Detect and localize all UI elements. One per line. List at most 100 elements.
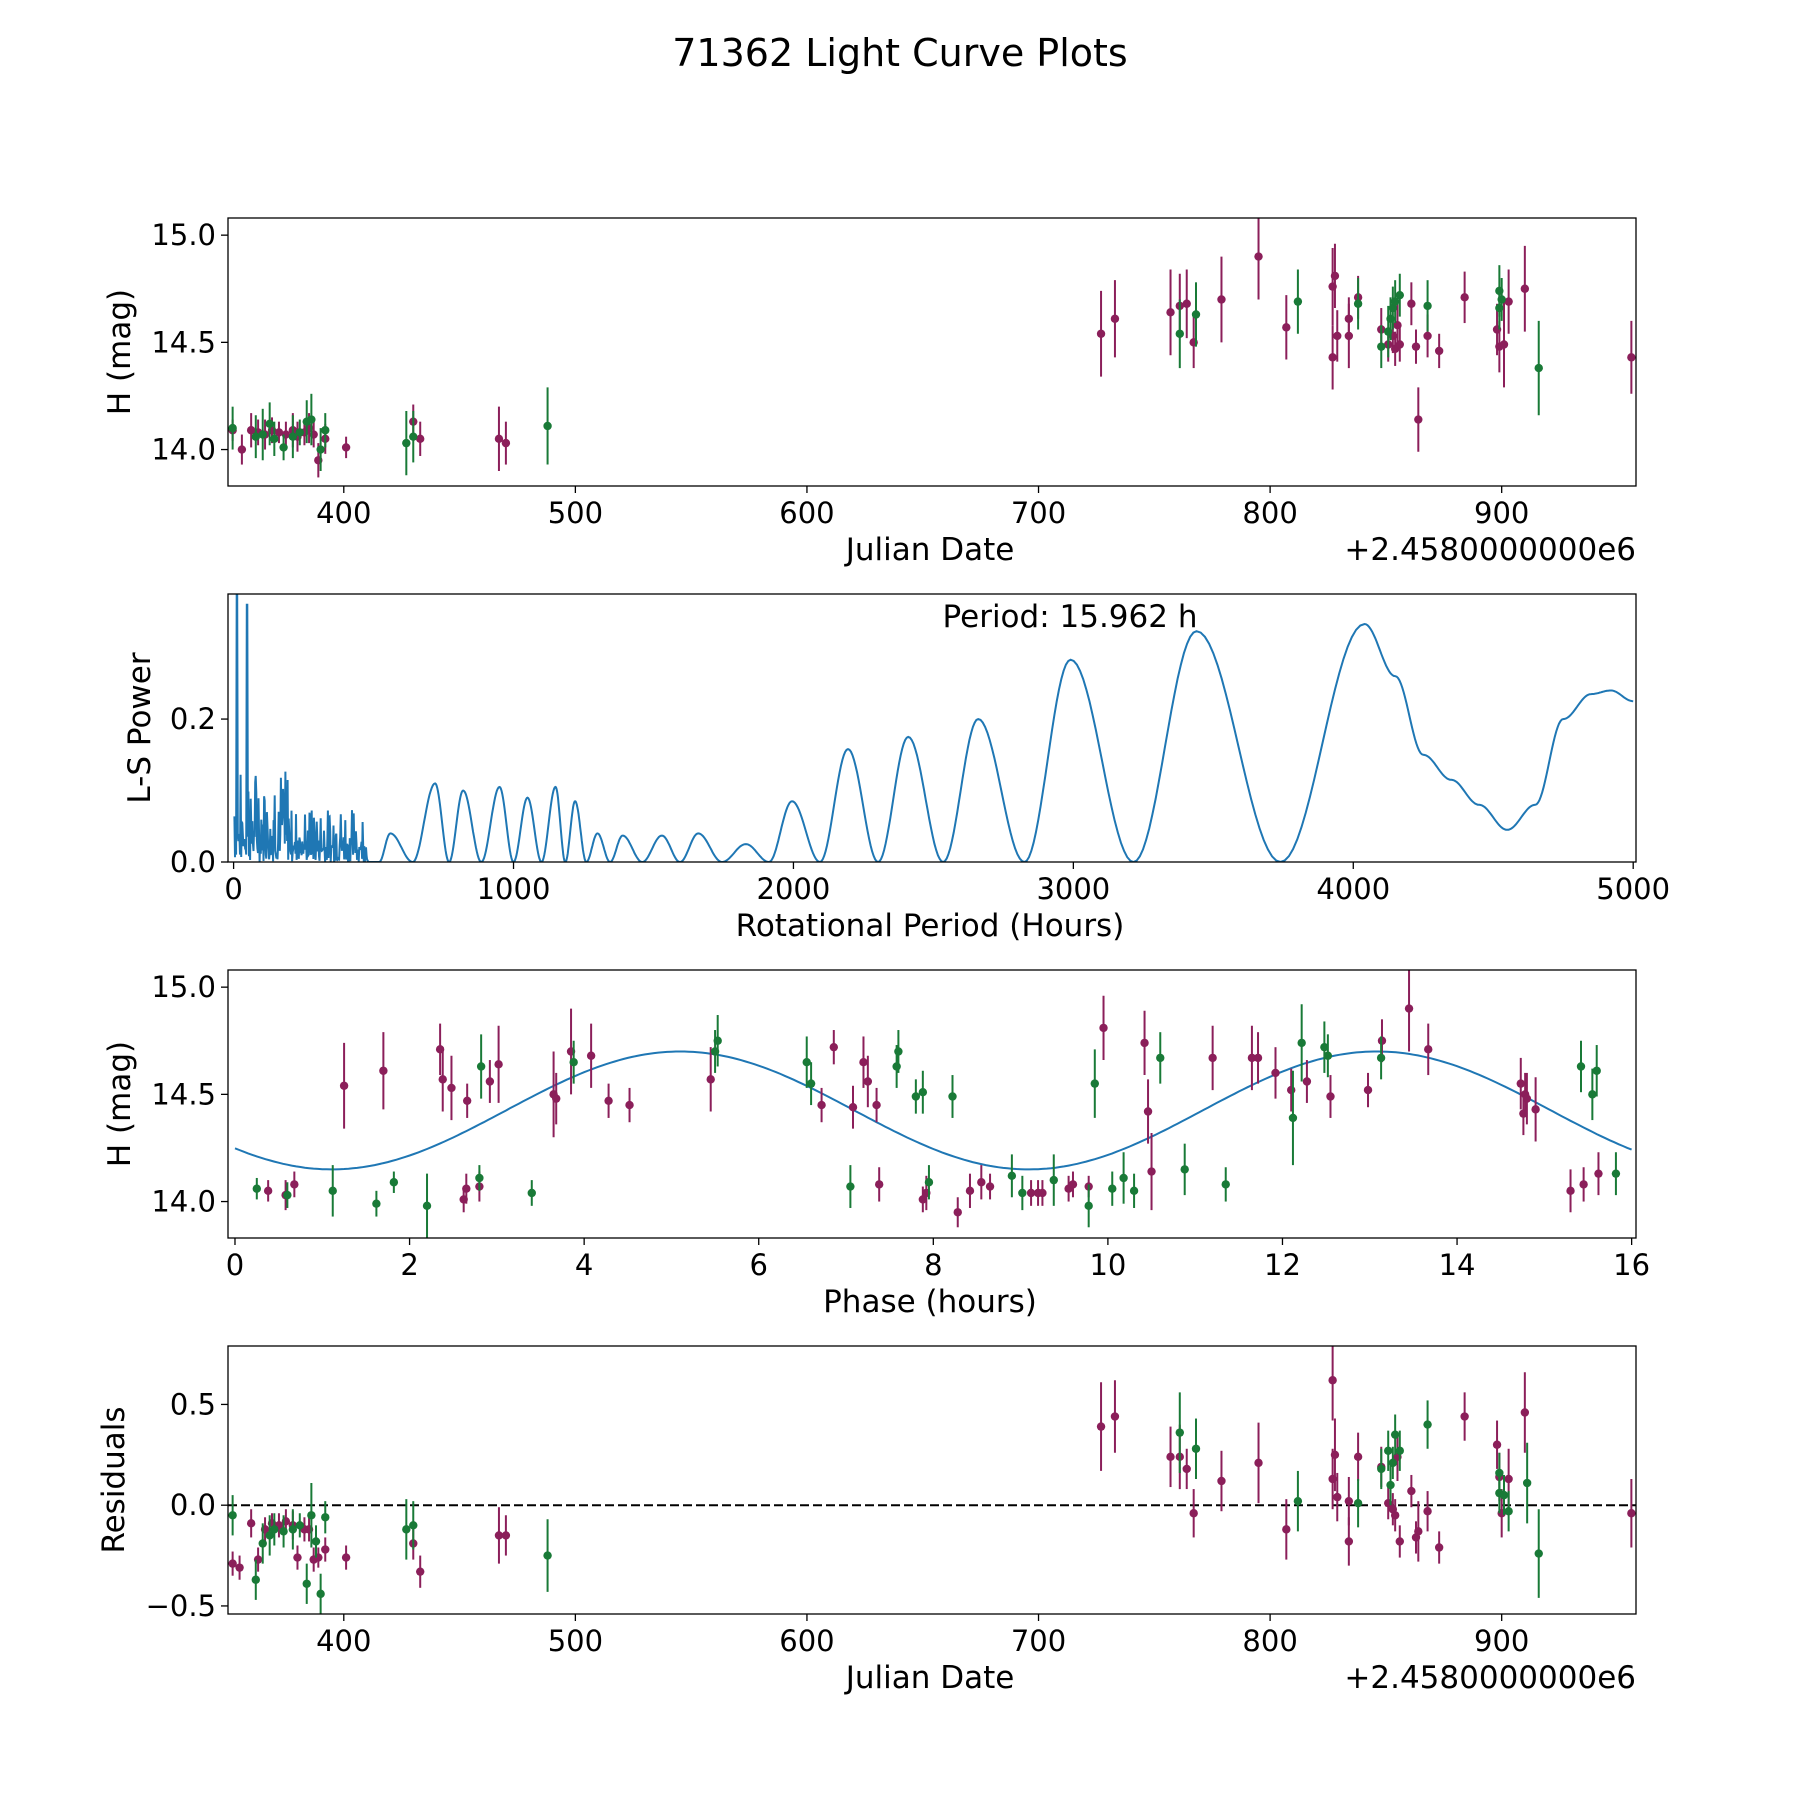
lc-data-point (279, 443, 288, 452)
resid-x-axis-label: Julian Date (844, 1660, 1015, 1696)
resid-data-point (311, 1537, 321, 1546)
lc-data-point (270, 434, 279, 444)
phase-data-point (985, 1182, 995, 1191)
phase-data-point (1588, 1090, 1597, 1099)
resid-data-point (1282, 1525, 1291, 1534)
phase-data-point (948, 1092, 957, 1101)
lc-data-point (1175, 329, 1184, 338)
phase-data-point (1522, 1094, 1532, 1103)
phase-data-point (1326, 1092, 1335, 1101)
phase-data-point (1576, 1062, 1586, 1071)
lc-data-point (1293, 297, 1303, 306)
resid-data-point (1423, 1507, 1432, 1516)
phase-x-axis-label: Phase (hours) (823, 1284, 1037, 1320)
resid-data-point (1330, 1450, 1340, 1460)
resid-data-point (1414, 1527, 1423, 1536)
lc-data-point (1434, 346, 1444, 356)
phase-data-point (1068, 1180, 1078, 1189)
lc-data-point (1395, 290, 1404, 300)
phase-data-point (389, 1178, 399, 1187)
lc-series-green (228, 265, 1543, 476)
phase-data-point (846, 1182, 855, 1191)
resid-data-point (1434, 1543, 1444, 1552)
resid-data-point (1328, 1376, 1337, 1385)
phase-data-point (1038, 1188, 1047, 1198)
phase-data-point (1156, 1053, 1165, 1063)
lc-data-point (1191, 310, 1201, 319)
lc-data-point (494, 434, 504, 444)
lc-data-point (258, 430, 267, 439)
phase-data-point (485, 1077, 495, 1086)
lc-data-point (1414, 415, 1423, 424)
phase-y-tick-label: 14.0 (151, 1185, 216, 1219)
resid-data-point (246, 1519, 256, 1528)
phase-data-point (911, 1092, 921, 1101)
lc-data-point (1520, 284, 1530, 293)
phase-data-point (1323, 1051, 1333, 1060)
resid-data-point (494, 1531, 504, 1540)
lc-data-point (1423, 331, 1432, 341)
phase-data-point (918, 1088, 928, 1097)
phase-data-point (527, 1188, 536, 1198)
resid-data-point (1495, 1468, 1504, 1478)
resid-panel: 400 500 600 700 800 900 −0.5 0.0 0.5 Julian Date R… (96, 1345, 1637, 1696)
resid-data-point (1191, 1444, 1201, 1453)
phase-data-point (1320, 1042, 1329, 1052)
phase-x-tick-label: 4 (575, 1248, 593, 1282)
lc-y-axis-label: H (mag) (102, 289, 138, 415)
resid-data-point (1353, 1452, 1363, 1462)
phase-series-green (252, 1004, 1621, 1238)
phase-data-point (552, 1094, 561, 1103)
lc-data-point (501, 438, 511, 448)
resid-data-point (1386, 1480, 1395, 1490)
ls-x-tick-label: 4000 (1316, 872, 1390, 906)
phase-x-tick-label: 10 (1089, 1248, 1126, 1282)
ls-y-tick-label: 0.2 (170, 702, 216, 736)
resid-data-point (341, 1553, 351, 1562)
phase-data-point (569, 1057, 578, 1067)
resid-data-point (279, 1527, 288, 1536)
phase-data-point (894, 1047, 903, 1056)
phase-data-point (1090, 1079, 1099, 1088)
resid-data-point (1254, 1458, 1263, 1468)
lc-data-point (1096, 329, 1106, 338)
resid-data-point (402, 1525, 411, 1534)
phase-data-point (802, 1057, 811, 1067)
lc-data-point (1110, 314, 1120, 323)
resid-data-point (1390, 1511, 1400, 1520)
resid-plot-area (228, 1346, 1636, 1614)
lc-data-point (1534, 363, 1543, 373)
resid-y-tick-label: −0.5 (146, 1589, 216, 1623)
resid-data-point (265, 1531, 274, 1540)
lc-data-point (1395, 340, 1404, 349)
phase-data-point (1271, 1068, 1280, 1078)
lc-data-point (1377, 342, 1386, 351)
phase-data-point (1221, 1180, 1230, 1189)
ls-y-axis-label: L-S Power (122, 652, 158, 803)
phase-data-point (1129, 1186, 1139, 1196)
resid-x-tick-label: 700 (1011, 1624, 1066, 1658)
lc-data-point (246, 426, 256, 435)
resid-data-point (1175, 1428, 1184, 1437)
phase-data-point (924, 1178, 934, 1187)
figure-title: 71362 Light Curve Plots (672, 31, 1127, 75)
resid-data-point (293, 1553, 302, 1562)
ls-x-tick-label: 5000 (1596, 872, 1670, 906)
resid-data-point (1344, 1537, 1354, 1546)
resid-data-point (1166, 1452, 1175, 1462)
resid-data-point (1492, 1440, 1502, 1449)
resid-data-point (1344, 1496, 1354, 1506)
phase-x-tick-label: 6 (750, 1248, 768, 1282)
phase-data-point (447, 1083, 456, 1093)
phase-data-point (1297, 1038, 1306, 1048)
lc-data-point (1390, 297, 1400, 306)
phase-data-point (494, 1060, 503, 1069)
phase-data-point (263, 1186, 273, 1196)
resid-data-point (1189, 1509, 1198, 1518)
lc-x-tick-label: 600 (779, 496, 834, 530)
lc-data-point (1423, 301, 1432, 311)
lc-data-point (1353, 299, 1363, 308)
phase-data-point (372, 1199, 381, 1208)
lc-data-point (274, 428, 284, 437)
